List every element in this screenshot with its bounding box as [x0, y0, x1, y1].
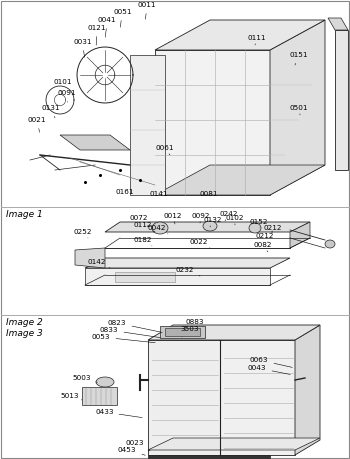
Ellipse shape	[325, 240, 335, 248]
Text: 0823: 0823	[108, 320, 162, 332]
Text: 0051: 0051	[113, 9, 132, 27]
Text: 0112: 0112	[133, 222, 155, 232]
Polygon shape	[270, 20, 325, 195]
Text: 0152: 0152	[250, 219, 268, 228]
Polygon shape	[130, 55, 165, 195]
Text: 0151: 0151	[290, 52, 308, 65]
Text: 0053: 0053	[92, 334, 155, 343]
Text: 0082: 0082	[253, 242, 272, 252]
Text: 0212: 0212	[263, 225, 281, 233]
Text: 0042: 0042	[148, 225, 168, 234]
Text: 0102: 0102	[225, 215, 244, 225]
Polygon shape	[148, 438, 320, 450]
Text: Image 1: Image 1	[6, 210, 43, 219]
Text: 0011: 0011	[138, 2, 156, 19]
Text: 0091: 0091	[57, 90, 76, 102]
Text: 0063: 0063	[250, 357, 292, 367]
Polygon shape	[328, 18, 348, 30]
Text: 0232: 0232	[175, 267, 200, 276]
Text: 0242: 0242	[220, 211, 238, 221]
Bar	[160, 326, 205, 338]
Polygon shape	[155, 50, 270, 195]
Text: 0141: 0141	[150, 191, 168, 197]
Text: 0101: 0101	[53, 79, 71, 91]
Polygon shape	[148, 340, 220, 455]
Polygon shape	[335, 30, 348, 170]
Text: 3503: 3503	[180, 326, 198, 337]
Text: 0501: 0501	[290, 105, 308, 115]
Text: Image 3: Image 3	[6, 329, 43, 338]
Text: 0131: 0131	[42, 105, 61, 118]
Polygon shape	[148, 325, 320, 340]
Polygon shape	[85, 258, 290, 268]
Polygon shape	[155, 20, 325, 50]
Bar	[165, 328, 200, 336]
Ellipse shape	[249, 223, 261, 233]
Text: 0023: 0023	[125, 440, 150, 451]
Text: 0092: 0092	[192, 213, 210, 223]
Text: 0453: 0453	[118, 447, 145, 455]
Text: 0021: 0021	[28, 117, 47, 132]
Polygon shape	[148, 455, 270, 458]
Ellipse shape	[96, 377, 114, 387]
Text: 0212: 0212	[255, 233, 273, 242]
Text: 0111: 0111	[248, 35, 266, 45]
Text: 0142: 0142	[88, 259, 110, 268]
Text: 0022: 0022	[190, 239, 210, 248]
Bar	[115, 272, 175, 282]
Text: 0833: 0833	[100, 327, 160, 337]
Text: 0132: 0132	[203, 217, 222, 227]
Polygon shape	[295, 325, 320, 455]
Polygon shape	[75, 248, 105, 268]
Text: 5013: 5013	[60, 393, 82, 400]
Polygon shape	[105, 222, 310, 232]
Text: 0081: 0081	[200, 191, 218, 197]
Polygon shape	[60, 135, 130, 150]
Text: 0041: 0041	[98, 17, 117, 37]
Ellipse shape	[203, 221, 217, 231]
Text: 0043: 0043	[248, 365, 290, 375]
Text: 0433: 0433	[95, 409, 142, 418]
Text: 0121: 0121	[88, 25, 106, 45]
Bar	[82, 387, 117, 405]
Text: 0182: 0182	[134, 237, 153, 246]
Polygon shape	[155, 165, 325, 195]
Polygon shape	[290, 222, 310, 248]
Text: 5003: 5003	[72, 375, 97, 382]
Text: 0883: 0883	[185, 319, 203, 330]
Text: 0252: 0252	[74, 229, 92, 238]
Polygon shape	[85, 268, 270, 285]
Polygon shape	[220, 340, 295, 455]
Text: 0072: 0072	[130, 215, 148, 226]
Text: Image 2: Image 2	[6, 318, 43, 327]
Text: 0061: 0061	[155, 145, 174, 155]
Text: 0012: 0012	[163, 213, 182, 224]
Ellipse shape	[152, 222, 168, 234]
Text: 0031: 0031	[73, 39, 91, 57]
Text: 0161: 0161	[116, 189, 134, 195]
